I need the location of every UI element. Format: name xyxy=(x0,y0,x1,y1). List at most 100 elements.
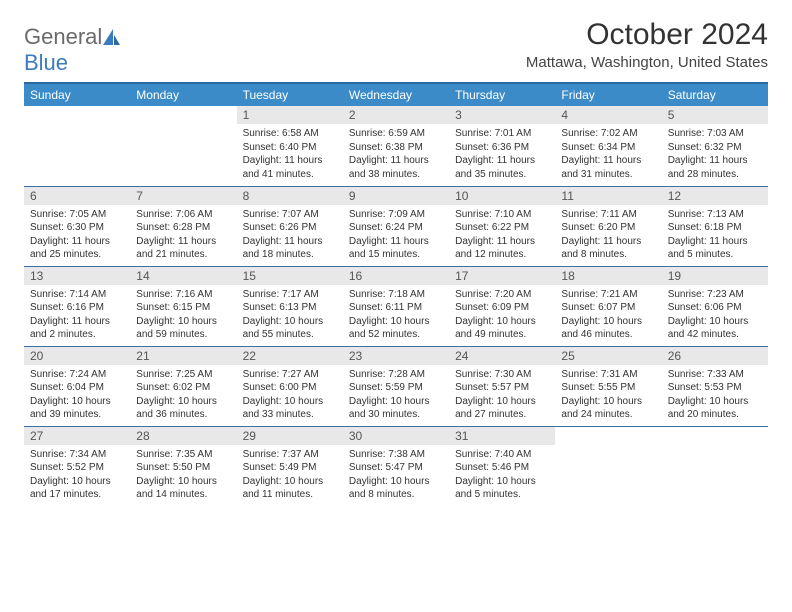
calendar-cell: 5Sunrise: 7:03 AMSunset: 6:32 PMDaylight… xyxy=(662,106,768,186)
day-number: 3 xyxy=(449,106,555,124)
calendar-cell: 28Sunrise: 7:35 AMSunset: 5:50 PMDayligh… xyxy=(130,426,236,506)
calendar-row: 6Sunrise: 7:05 AMSunset: 6:30 PMDaylight… xyxy=(24,186,768,266)
calendar-cell: 21Sunrise: 7:25 AMSunset: 6:02 PMDayligh… xyxy=(130,346,236,426)
day-number: 5 xyxy=(662,106,768,124)
weekday-header: Sunday xyxy=(24,83,130,106)
day-details: Sunrise: 7:03 AMSunset: 6:32 PMDaylight:… xyxy=(662,124,768,184)
day-details: Sunrise: 7:02 AMSunset: 6:34 PMDaylight:… xyxy=(555,124,661,184)
day-details: Sunrise: 7:20 AMSunset: 6:09 PMDaylight:… xyxy=(449,285,555,345)
weekday-header: Saturday xyxy=(662,83,768,106)
day-number: 17 xyxy=(449,267,555,285)
day-number: 12 xyxy=(662,187,768,205)
weekday-header: Monday xyxy=(130,83,236,106)
calendar-cell: 12Sunrise: 7:13 AMSunset: 6:18 PMDayligh… xyxy=(662,186,768,266)
calendar-cell: 6Sunrise: 7:05 AMSunset: 6:30 PMDaylight… xyxy=(24,186,130,266)
day-number: 28 xyxy=(130,427,236,445)
weekday-header-row: Sunday Monday Tuesday Wednesday Thursday… xyxy=(24,83,768,106)
day-number: 9 xyxy=(343,187,449,205)
day-number: 16 xyxy=(343,267,449,285)
calendar-cell: 27Sunrise: 7:34 AMSunset: 5:52 PMDayligh… xyxy=(24,426,130,506)
calendar-cell: 26Sunrise: 7:33 AMSunset: 5:53 PMDayligh… xyxy=(662,346,768,426)
day-number: 20 xyxy=(24,347,130,365)
calendar-cell: 22Sunrise: 7:27 AMSunset: 6:00 PMDayligh… xyxy=(237,346,343,426)
day-number: 19 xyxy=(662,267,768,285)
day-number: 10 xyxy=(449,187,555,205)
calendar-cell: 14Sunrise: 7:16 AMSunset: 6:15 PMDayligh… xyxy=(130,266,236,346)
day-number: 21 xyxy=(130,347,236,365)
weekday-header: Tuesday xyxy=(237,83,343,106)
day-details: Sunrise: 7:05 AMSunset: 6:30 PMDaylight:… xyxy=(24,205,130,265)
day-number: 1 xyxy=(237,106,343,124)
calendar-cell: 17Sunrise: 7:20 AMSunset: 6:09 PMDayligh… xyxy=(449,266,555,346)
calendar-cell: 31Sunrise: 7:40 AMSunset: 5:46 PMDayligh… xyxy=(449,426,555,506)
day-number: 15 xyxy=(237,267,343,285)
day-number: 23 xyxy=(343,347,449,365)
day-details: Sunrise: 7:37 AMSunset: 5:49 PMDaylight:… xyxy=(237,445,343,505)
header: General Blue October 2024 Mattawa, Washi… xyxy=(24,18,768,76)
day-details: Sunrise: 7:33 AMSunset: 5:53 PMDaylight:… xyxy=(662,365,768,425)
day-number: 30 xyxy=(343,427,449,445)
day-details: Sunrise: 7:40 AMSunset: 5:46 PMDaylight:… xyxy=(449,445,555,505)
calendar-cell: 24Sunrise: 7:30 AMSunset: 5:57 PMDayligh… xyxy=(449,346,555,426)
day-number: 25 xyxy=(555,347,661,365)
calendar-cell: 30Sunrise: 7:38 AMSunset: 5:47 PMDayligh… xyxy=(343,426,449,506)
calendar-cell xyxy=(130,106,236,186)
day-number: 27 xyxy=(24,427,130,445)
calendar-body: 1Sunrise: 6:58 AMSunset: 6:40 PMDaylight… xyxy=(24,106,768,506)
day-details: Sunrise: 7:31 AMSunset: 5:55 PMDaylight:… xyxy=(555,365,661,425)
calendar-cell: 1Sunrise: 6:58 AMSunset: 6:40 PMDaylight… xyxy=(237,106,343,186)
day-details: Sunrise: 7:06 AMSunset: 6:28 PMDaylight:… xyxy=(130,205,236,265)
day-details: Sunrise: 7:17 AMSunset: 6:13 PMDaylight:… xyxy=(237,285,343,345)
calendar-cell xyxy=(662,426,768,506)
logo-sail-icon xyxy=(103,29,121,50)
day-number: 26 xyxy=(662,347,768,365)
calendar-row: 1Sunrise: 6:58 AMSunset: 6:40 PMDaylight… xyxy=(24,106,768,186)
calendar-cell: 3Sunrise: 7:01 AMSunset: 6:36 PMDaylight… xyxy=(449,106,555,186)
day-details: Sunrise: 7:24 AMSunset: 6:04 PMDaylight:… xyxy=(24,365,130,425)
day-number: 14 xyxy=(130,267,236,285)
day-details: Sunrise: 7:16 AMSunset: 6:15 PMDaylight:… xyxy=(130,285,236,345)
weekday-header: Wednesday xyxy=(343,83,449,106)
calendar-cell: 18Sunrise: 7:21 AMSunset: 6:07 PMDayligh… xyxy=(555,266,661,346)
day-number: 4 xyxy=(555,106,661,124)
calendar-page: General Blue October 2024 Mattawa, Washi… xyxy=(0,0,792,524)
calendar-row: 13Sunrise: 7:14 AMSunset: 6:16 PMDayligh… xyxy=(24,266,768,346)
day-details: Sunrise: 7:25 AMSunset: 6:02 PMDaylight:… xyxy=(130,365,236,425)
day-details: Sunrise: 7:27 AMSunset: 6:00 PMDaylight:… xyxy=(237,365,343,425)
calendar-cell xyxy=(555,426,661,506)
month-title: October 2024 xyxy=(526,18,768,52)
calendar-cell: 10Sunrise: 7:10 AMSunset: 6:22 PMDayligh… xyxy=(449,186,555,266)
calendar-cell: 16Sunrise: 7:18 AMSunset: 6:11 PMDayligh… xyxy=(343,266,449,346)
day-number: 6 xyxy=(24,187,130,205)
logo-text: General Blue xyxy=(24,24,121,76)
day-details: Sunrise: 7:11 AMSunset: 6:20 PMDaylight:… xyxy=(555,205,661,265)
title-block: October 2024 Mattawa, Washington, United… xyxy=(526,18,768,71)
logo-text-blue: Blue xyxy=(24,50,68,75)
day-details: Sunrise: 7:23 AMSunset: 6:06 PMDaylight:… xyxy=(662,285,768,345)
calendar-row: 20Sunrise: 7:24 AMSunset: 6:04 PMDayligh… xyxy=(24,346,768,426)
day-details: Sunrise: 7:14 AMSunset: 6:16 PMDaylight:… xyxy=(24,285,130,345)
day-details: Sunrise: 7:35 AMSunset: 5:50 PMDaylight:… xyxy=(130,445,236,505)
calendar-cell: 15Sunrise: 7:17 AMSunset: 6:13 PMDayligh… xyxy=(237,266,343,346)
calendar-cell: 8Sunrise: 7:07 AMSunset: 6:26 PMDaylight… xyxy=(237,186,343,266)
calendar-cell: 4Sunrise: 7:02 AMSunset: 6:34 PMDaylight… xyxy=(555,106,661,186)
day-details: Sunrise: 7:21 AMSunset: 6:07 PMDaylight:… xyxy=(555,285,661,345)
calendar-cell: 2Sunrise: 6:59 AMSunset: 6:38 PMDaylight… xyxy=(343,106,449,186)
calendar-cell: 13Sunrise: 7:14 AMSunset: 6:16 PMDayligh… xyxy=(24,266,130,346)
day-details: Sunrise: 7:13 AMSunset: 6:18 PMDaylight:… xyxy=(662,205,768,265)
day-details: Sunrise: 7:30 AMSunset: 5:57 PMDaylight:… xyxy=(449,365,555,425)
day-number: 11 xyxy=(555,187,661,205)
calendar-cell xyxy=(24,106,130,186)
day-number: 13 xyxy=(24,267,130,285)
day-details: Sunrise: 7:10 AMSunset: 6:22 PMDaylight:… xyxy=(449,205,555,265)
location: Mattawa, Washington, United States xyxy=(526,54,768,71)
day-number: 7 xyxy=(130,187,236,205)
calendar-cell: 25Sunrise: 7:31 AMSunset: 5:55 PMDayligh… xyxy=(555,346,661,426)
day-details: Sunrise: 6:58 AMSunset: 6:40 PMDaylight:… xyxy=(237,124,343,184)
day-details: Sunrise: 7:07 AMSunset: 6:26 PMDaylight:… xyxy=(237,205,343,265)
day-details: Sunrise: 7:18 AMSunset: 6:11 PMDaylight:… xyxy=(343,285,449,345)
day-details: Sunrise: 6:59 AMSunset: 6:38 PMDaylight:… xyxy=(343,124,449,184)
calendar-cell: 23Sunrise: 7:28 AMSunset: 5:59 PMDayligh… xyxy=(343,346,449,426)
day-number: 18 xyxy=(555,267,661,285)
day-number: 31 xyxy=(449,427,555,445)
